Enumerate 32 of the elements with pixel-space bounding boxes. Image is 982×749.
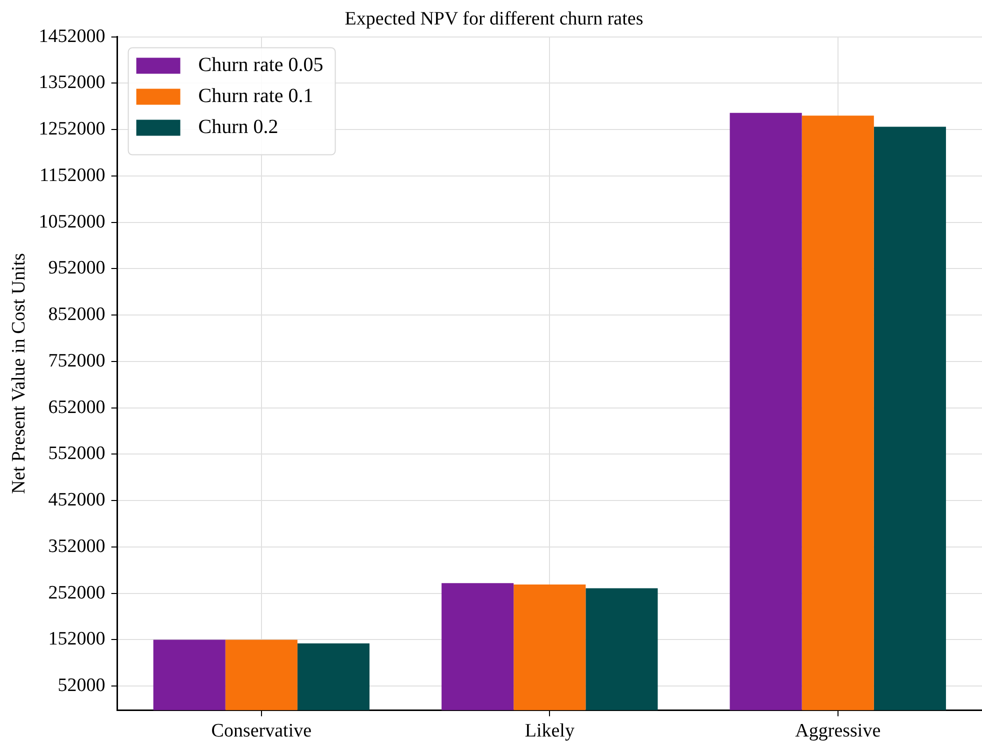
bar: [586, 588, 658, 710]
y-tick-label: 952000: [48, 258, 106, 279]
y-tick-label: 1452000: [38, 26, 106, 47]
y-tick-label: 52000: [58, 675, 106, 696]
y-tick-label: 752000: [48, 350, 106, 372]
bar: [225, 640, 298, 710]
x-tick-label: Conservative: [211, 720, 312, 742]
bar: [297, 643, 370, 710]
bar: [874, 126, 946, 710]
legend-label: Churn rate 0.05: [198, 54, 324, 76]
y-tick-label: 1352000: [38, 72, 106, 94]
bar: [802, 116, 874, 710]
y-axis-title: Net Present Value in Cost Units: [8, 253, 30, 494]
bar: [514, 584, 586, 710]
legend-label: Churn rate 0.1: [198, 85, 314, 108]
y-tick-label: 1052000: [38, 211, 106, 232]
x-tick-label: Likely: [524, 720, 575, 742]
y-tick-label: 452000: [48, 490, 106, 511]
legend-label: Churn 0.2: [198, 116, 278, 138]
y-tick-label: 252000: [48, 582, 106, 604]
y-tick-label: 552000: [48, 443, 106, 464]
bar: [153, 640, 226, 710]
y-tick-label: 352000: [48, 536, 106, 557]
bar: [442, 583, 514, 710]
y-tick-label: 152000: [48, 628, 106, 650]
x-tick-label: Aggressive: [795, 720, 881, 742]
y-tick-label: 1252000: [38, 118, 106, 140]
bar: [730, 112, 802, 710]
chart-title: Expected NPV for different churn rates: [344, 8, 644, 30]
y-tick-label: 652000: [48, 396, 106, 418]
y-tick-label: 852000: [48, 304, 106, 326]
y-tick-label: 1152000: [40, 164, 106, 186]
